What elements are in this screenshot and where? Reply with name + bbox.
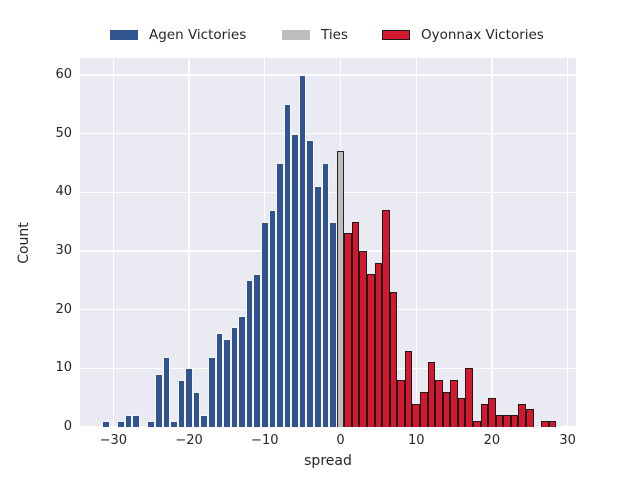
y-tick-label-20: 20 bbox=[55, 301, 72, 317]
histogram-bar bbox=[245, 280, 254, 427]
histogram-bar bbox=[298, 75, 307, 427]
histogram-bar bbox=[132, 415, 140, 427]
histogram-bar bbox=[336, 151, 345, 427]
plot-area bbox=[80, 58, 576, 428]
legend-swatch-icon bbox=[382, 30, 410, 40]
histogram-bar bbox=[351, 221, 360, 427]
histogram-bar bbox=[215, 333, 224, 427]
histogram-bar bbox=[366, 274, 375, 427]
histogram-bar bbox=[412, 403, 420, 427]
x-tick-label-0: 0 bbox=[336, 433, 345, 448]
histogram-bar bbox=[404, 350, 413, 427]
histogram-bar bbox=[147, 421, 155, 427]
histogram-bar bbox=[291, 133, 299, 427]
gridline-x--30 bbox=[112, 58, 114, 427]
histogram-bar bbox=[230, 327, 239, 427]
histogram-bar bbox=[344, 233, 352, 427]
y-tick-label-30: 30 bbox=[55, 243, 72, 258]
legend-entry-0: Agen Victories bbox=[110, 24, 246, 46]
legend-entry-1: Ties bbox=[282, 24, 348, 46]
histogram-bar bbox=[503, 415, 511, 427]
histogram-bar bbox=[185, 368, 193, 427]
histogram-bar bbox=[457, 397, 466, 427]
histogram-bar bbox=[117, 421, 125, 427]
histogram-bar bbox=[162, 356, 171, 427]
histogram-bar bbox=[238, 315, 246, 427]
histogram-bar bbox=[488, 397, 496, 427]
legend-label: Agen Victories bbox=[149, 27, 247, 43]
histogram-bar bbox=[313, 186, 322, 427]
legend-swatch-icon bbox=[110, 30, 138, 40]
histogram-bar bbox=[306, 139, 314, 427]
histogram-bar bbox=[382, 209, 390, 427]
x-axis-label: spread bbox=[304, 453, 352, 469]
y-tick-label-0: 0 bbox=[63, 419, 72, 434]
histogram-bar bbox=[329, 221, 337, 427]
histogram-bar bbox=[101, 421, 110, 427]
legend-entry-2: Oyonnax Victories bbox=[382, 24, 544, 46]
y-axis-label: Count bbox=[16, 222, 32, 264]
histogram-bar bbox=[124, 415, 133, 427]
y-tick-label-50: 50 bbox=[55, 125, 72, 141]
histogram-bar bbox=[541, 421, 549, 427]
histogram-bar bbox=[450, 380, 458, 427]
histogram-bar bbox=[154, 374, 163, 427]
y-tick-label-40: 40 bbox=[55, 184, 72, 200]
x-tick-label-30: 30 bbox=[559, 433, 576, 448]
histogram-bar bbox=[223, 339, 231, 427]
gridline-y-0 bbox=[80, 426, 576, 428]
y-tick-label-60: 60 bbox=[55, 67, 72, 82]
x-tick-label--30: −30 bbox=[99, 433, 128, 448]
x-tick-label-20: 20 bbox=[483, 433, 501, 448]
gridline-x-30 bbox=[566, 58, 569, 427]
histogram-bar bbox=[442, 391, 451, 427]
histogram-bar bbox=[374, 262, 383, 427]
histogram-bar bbox=[177, 380, 186, 427]
histogram-bar bbox=[389, 292, 398, 427]
histogram-bar bbox=[170, 421, 178, 427]
histogram-bar bbox=[548, 421, 557, 427]
x-tick-label--20: −20 bbox=[175, 433, 203, 448]
histogram-bar bbox=[283, 104, 292, 427]
histogram-bar bbox=[473, 421, 481, 427]
legend: Agen Victories Ties Oyonnax Victories bbox=[0, 24, 640, 46]
gridline-x-20 bbox=[491, 58, 493, 427]
histogram-bar bbox=[495, 415, 504, 427]
histogram-bar bbox=[465, 368, 473, 427]
histogram-bar bbox=[321, 163, 330, 427]
legend-label: Oyonnax Victories bbox=[421, 27, 544, 43]
gridline-x-10 bbox=[415, 58, 417, 427]
histogram-bar bbox=[192, 391, 201, 427]
histogram-bar bbox=[435, 380, 443, 427]
histogram-bar bbox=[253, 274, 261, 427]
x-tick-label-10: 10 bbox=[407, 433, 425, 448]
histogram-bar bbox=[518, 403, 526, 427]
histogram-bar bbox=[260, 221, 269, 427]
histogram-bar bbox=[526, 409, 534, 427]
x-tick-label--10: −10 bbox=[251, 433, 279, 448]
histogram-bar bbox=[200, 415, 208, 427]
histogram-bar bbox=[207, 356, 216, 427]
histogram-bar bbox=[510, 415, 519, 427]
gridline-y-50 bbox=[80, 132, 576, 135]
histogram-bar bbox=[359, 251, 367, 427]
y-tick-label-10: 10 bbox=[55, 360, 72, 376]
histogram-bar bbox=[268, 209, 277, 427]
histogram-bar bbox=[427, 362, 436, 427]
legend-swatch-icon bbox=[282, 30, 310, 40]
legend-label: Ties bbox=[321, 27, 348, 43]
gridline-x--20 bbox=[188, 58, 190, 427]
histogram-bar bbox=[420, 391, 428, 427]
gridline-y-60 bbox=[80, 74, 576, 76]
histogram-bar bbox=[480, 403, 489, 427]
histogram-bar bbox=[276, 163, 284, 427]
histogram-bar bbox=[397, 380, 405, 427]
